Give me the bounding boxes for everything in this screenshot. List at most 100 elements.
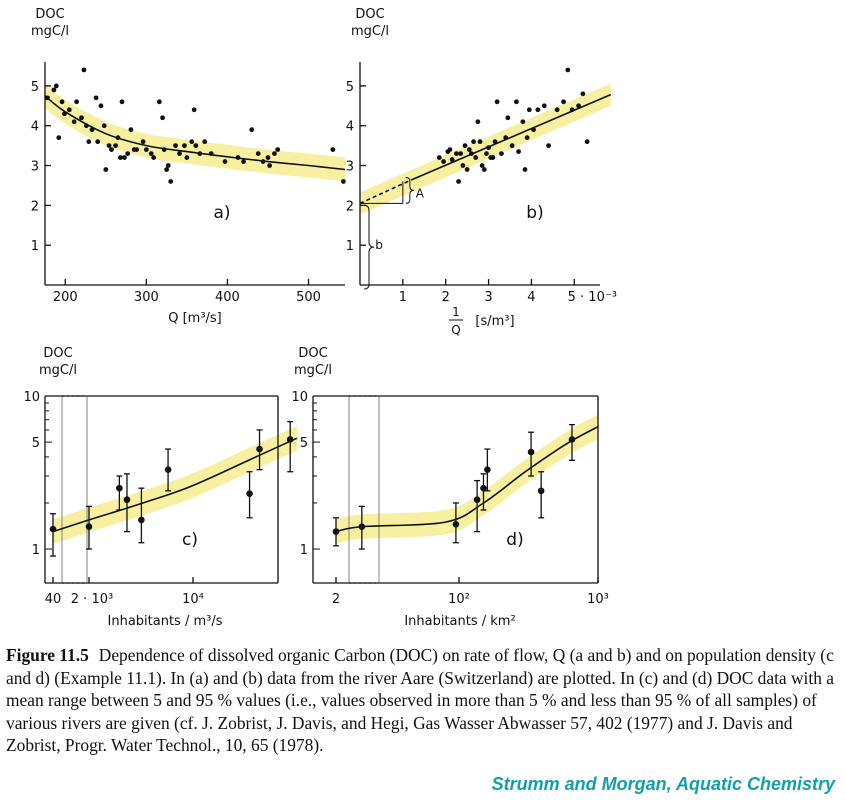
data-point <box>509 143 515 149</box>
data-point <box>151 155 157 160</box>
data-point <box>267 163 272 168</box>
data-point <box>330 147 336 153</box>
data-point <box>462 143 468 149</box>
data-point <box>165 163 171 168</box>
data-point <box>561 99 566 105</box>
data-point <box>516 149 521 154</box>
data-point <box>56 135 62 141</box>
data-point <box>473 155 479 160</box>
panel-label: b) <box>526 203 543 223</box>
y-tick-label: 1 <box>300 543 308 558</box>
x-tick-label: 300 <box>134 290 159 305</box>
y-axis-unit-label: mgC/l <box>294 363 332 378</box>
data-point <box>452 521 460 528</box>
data-point <box>524 135 530 141</box>
data-point <box>473 496 481 504</box>
data-point <box>541 103 547 109</box>
data-point <box>109 147 114 153</box>
data-point <box>480 484 487 492</box>
data-point <box>484 151 489 156</box>
x-tick-label: 3 <box>484 290 492 305</box>
panel-label: d) <box>506 530 523 550</box>
y-tick-label: 4 <box>346 120 354 135</box>
data-point <box>202 139 208 145</box>
data-point <box>125 151 131 156</box>
data-point <box>546 143 551 149</box>
data-point <box>106 143 112 149</box>
data-point <box>74 99 80 105</box>
data-point <box>436 155 442 160</box>
data-point <box>59 99 65 105</box>
data-point <box>447 147 453 153</box>
data-point <box>449 157 455 162</box>
figure-caption: Figure 11.5 Dependence of dissolved organ… <box>6 644 840 757</box>
data-point <box>118 155 123 160</box>
brace-A <box>405 176 414 204</box>
data-point <box>101 123 107 129</box>
data-point <box>484 466 491 473</box>
data-point <box>156 99 162 105</box>
x-tick-label: 400 <box>215 290 240 305</box>
data-point <box>494 99 500 105</box>
x-tick-label: 40 <box>45 592 62 607</box>
data-point <box>464 167 470 172</box>
data-point <box>81 67 87 73</box>
y-tick-label: 5 <box>31 80 39 95</box>
x-tick-label: 1 <box>399 290 407 305</box>
y-axis-label: DOC <box>355 7 384 22</box>
x-axis-label: Inhabitants / km² <box>404 614 515 629</box>
panel-c: 1 5 10 40 2 · 10³ 10⁴ DOC mgC/l c) Inhabitants / … <box>23 346 298 629</box>
data-point <box>119 99 125 105</box>
data-point <box>148 151 154 156</box>
y-tick-label: 5 <box>300 436 308 451</box>
data-point <box>477 139 483 145</box>
y-tick-label: 2 <box>31 199 39 214</box>
data-point <box>520 119 526 125</box>
y-tick-label: 1 <box>32 543 40 558</box>
data-point <box>191 107 197 113</box>
data-point <box>471 139 476 145</box>
fit-curve <box>44 95 346 171</box>
data-point <box>98 103 104 109</box>
data-point <box>51 87 57 93</box>
data-point <box>103 167 109 172</box>
caption-label: Figure 11.5 <box>6 645 89 665</box>
data-point <box>565 67 571 73</box>
y-tick-label: 3 <box>346 160 354 175</box>
data-point <box>249 127 255 133</box>
data-point <box>140 139 146 145</box>
data-point <box>189 139 195 145</box>
data-point <box>454 151 459 156</box>
data-point <box>184 155 190 160</box>
data-point <box>93 95 99 101</box>
panel-a: 1 2 3 4 5 200 300 400 500 DOC mgC/l a) Q [m³/s] <box>31 7 346 326</box>
data-point <box>255 151 261 156</box>
x-axis-label: Q [m³/s] <box>168 311 222 326</box>
data-point <box>164 466 172 473</box>
data-point <box>143 147 149 153</box>
data-point <box>265 155 271 160</box>
data-point <box>128 127 134 133</box>
data-point <box>193 143 199 149</box>
data-point <box>160 115 165 121</box>
data-point <box>580 91 586 97</box>
data-point <box>168 179 174 184</box>
y-axis-unit-label: mgC/l <box>39 363 77 378</box>
x-tick-label: 5 · 10⁻³ <box>568 290 617 305</box>
data-point <box>138 516 145 524</box>
y-axis-unit-label: mgC/l <box>31 24 69 39</box>
y-tick-label: 5 <box>32 436 40 451</box>
data-point <box>95 139 101 145</box>
credit-line: Strumm and Morgan, Aquatic Chemistry <box>491 774 835 794</box>
y-tick-label: 1 <box>346 239 354 254</box>
y-tick-label: 2 <box>346 199 354 214</box>
x-tick-label: 10³ <box>587 592 609 607</box>
x-tick-label: 2 <box>442 290 450 305</box>
fit-curve <box>335 425 599 533</box>
panel-d: 1 5 10 2 10² 10³ DOC mgC/l d) Inhabitants / km² <box>291 346 608 629</box>
x-tick-label: 200 <box>53 290 78 305</box>
data-point <box>522 167 528 172</box>
data-point <box>441 159 446 164</box>
y-axis-unit-label: mgC/l <box>351 24 389 39</box>
